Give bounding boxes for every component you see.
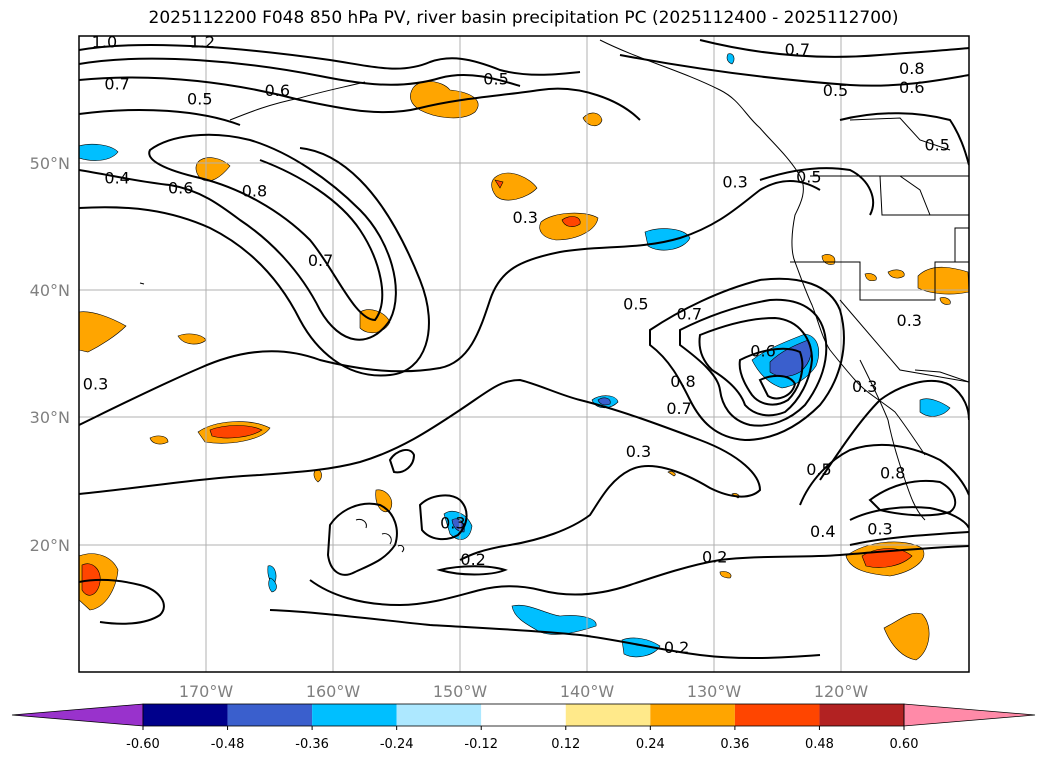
colorbar-tick-label: 0.48 — [805, 737, 834, 752]
lon-tick-label: 160°W — [306, 682, 361, 701]
pv-contour-label: 0.3 — [513, 208, 538, 227]
pv-contour-label: 0.6 — [265, 81, 290, 100]
colorbar-tick-label: 0.24 — [636, 737, 665, 752]
pv-contours — [79, 39, 969, 660]
colorbar-tick-label: -0.24 — [380, 737, 414, 752]
pv-contour-label: 0.3 — [626, 442, 651, 461]
plot-area — [79, 36, 969, 672]
lon-tick-label: 170°W — [179, 682, 234, 701]
pv-contour-label: 1.2 — [190, 32, 215, 51]
pv-contour-label: 0.2 — [460, 550, 485, 569]
colorbar: -0.60 -0.48 -0.36 -0.24 -0.12 0.12 0.24 0.36 0.4… — [11, 703, 1036, 752]
lon-tick-label: 130°W — [687, 682, 742, 701]
colorbar-segment — [312, 704, 397, 726]
pv-contour-label: 0.7 — [785, 40, 810, 59]
pv-contour-label: 0.6 — [168, 179, 193, 198]
map-title: 2025112200 F048 850 hPa PV, river basin … — [148, 8, 899, 28]
pv-contour-label: 0.5 — [623, 294, 648, 313]
colorbar-tick-label: 0.12 — [551, 737, 580, 752]
colorbar-tick-label: 0.36 — [720, 737, 749, 752]
colorbar-extend-low — [11, 703, 144, 727]
lon-tick-label: 120°W — [814, 682, 869, 701]
pv-contour-label: 0.2 — [702, 548, 727, 567]
colorbar-tick-label: 0.60 — [890, 737, 919, 752]
pv-contour-labels: 1.0 1.20.70.5 0.60.50.50.40.6 0.80.70.30.30… — [39, 32, 950, 657]
pv-contour-label: 0.3 — [440, 513, 465, 532]
pv-contour-label: 0.8 — [242, 181, 267, 200]
colorbar-segment — [734, 704, 820, 726]
colorbar-tick-label: -0.36 — [295, 737, 329, 752]
lon-tick-label: 150°W — [433, 682, 488, 701]
pv-contour-label: 0.2 — [664, 638, 689, 657]
pv-contour-label: 0.7 — [677, 305, 702, 324]
colorbar-segment — [481, 704, 566, 726]
lat-axis: 20°N 30°N 40°N 50°N — [30, 154, 70, 555]
pv-contour-label: 0.5 — [187, 90, 212, 109]
pv-contour-label: 0.3 — [897, 311, 922, 330]
lon-axis: 170°W 160°W 150°W 140°W 130°W 120°W — [179, 682, 869, 701]
pv-contour-label: 0.3 — [722, 172, 747, 191]
pv-contour-label: 0.7 — [666, 399, 691, 418]
coastlines — [139, 39, 969, 553]
colorbar-segment — [565, 704, 651, 726]
colorbar-tick-label: -0.12 — [464, 737, 498, 752]
pv-contour-label: 0.7 — [104, 74, 129, 93]
pv-contour-label: 0.5 — [924, 135, 949, 154]
pv-contour-label: 0.4 — [810, 522, 835, 541]
lat-tick-label: 20°N — [30, 536, 70, 555]
pv-contour-label: 0.4 — [104, 169, 129, 188]
colorbar-segment — [143, 704, 228, 726]
pv-contour-label: 0.6 — [750, 342, 775, 361]
pv-label-bg — [39, 116, 69, 133]
pv-contour-label: 0.7 — [308, 251, 333, 270]
pv-contour-label: 0.5 — [483, 69, 508, 88]
colorbar-extend-high — [903, 703, 1036, 727]
plot-frame — [78, 35, 970, 673]
colorbar-segment — [396, 704, 482, 726]
lat-tick-label: 50°N — [30, 154, 70, 173]
pv-contour-label: 0.3 — [83, 375, 108, 394]
pv-contour-label: 0.8 — [899, 59, 924, 78]
colorbar-tick-label: -0.60 — [126, 737, 160, 752]
colorbar-segment — [819, 704, 904, 726]
colorbar-segment — [650, 704, 735, 726]
pv-contour-label: 0.8 — [670, 372, 695, 391]
pv-contour-label: 0.6 — [899, 78, 924, 97]
pv-contour-label: 1.0 — [92, 32, 117, 51]
lon-tick-label: 140°W — [560, 682, 615, 701]
pv-contour-label: 0.5 — [823, 81, 848, 100]
pv-contour-label: 0.8 — [880, 464, 905, 483]
colorbar-frame — [142, 703, 905, 727]
pv-contour-label: 0.5 — [806, 460, 831, 479]
pv-contour-label: 0.5 — [41, 113, 66, 132]
pv-contour-label: 0.3 — [867, 520, 892, 539]
lat-tick-label: 30°N — [30, 408, 70, 427]
colorbar-tick-label: -0.48 — [211, 737, 245, 752]
lat-tick-label: 40°N — [30, 281, 70, 300]
pv-contour-label: 0.5 — [796, 167, 821, 186]
colorbar-segment — [227, 704, 313, 726]
pv-contour-label: 0.3 — [852, 377, 877, 396]
